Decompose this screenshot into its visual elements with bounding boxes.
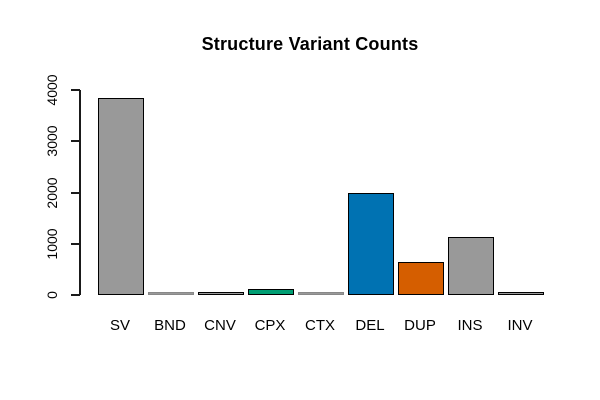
bar-dup (398, 262, 444, 295)
x-label-cnv: CNV (204, 317, 236, 334)
bar-cpx (248, 289, 294, 295)
y-axis-tick (71, 89, 80, 91)
y-axis-line (79, 90, 81, 295)
bar-ctx (298, 292, 344, 295)
chart-title: Structure Variant Counts (201, 34, 419, 54)
y-axis-tick (71, 140, 80, 143)
x-label-inv: INV (507, 317, 533, 334)
x-label-ctx: CTX (305, 317, 335, 334)
y-axis-tick (71, 294, 80, 296)
bar-sv (98, 98, 144, 295)
bar-del (348, 193, 394, 295)
y-tick-label: 3000 (44, 125, 60, 157)
bar-ins (448, 237, 494, 295)
x-label-ins: INS (457, 317, 483, 334)
y-tick-label: 4000 (44, 74, 60, 106)
bar-inv (498, 292, 544, 295)
x-label-bnd: BND (154, 317, 186, 334)
x-label-sv: SV (109, 317, 130, 334)
y-tick-label: 2000 (44, 176, 60, 209)
x-label-dup: DUP (404, 317, 436, 334)
y-axis-tick (71, 242, 80, 245)
bar-bnd (148, 292, 194, 295)
x-label-cpx: CPX (254, 317, 286, 334)
plot-area: 0 1000 2000 3000 4000 SV BND CNV CPX CTX DEL DUP INS… (44, 74, 560, 334)
y-tick-label: 1000 (44, 228, 60, 260)
x-label-del: DEL (355, 317, 385, 334)
bar-cnv (198, 292, 244, 295)
y-tick-label: 0 (44, 291, 60, 299)
y-axis-tick (71, 191, 80, 194)
